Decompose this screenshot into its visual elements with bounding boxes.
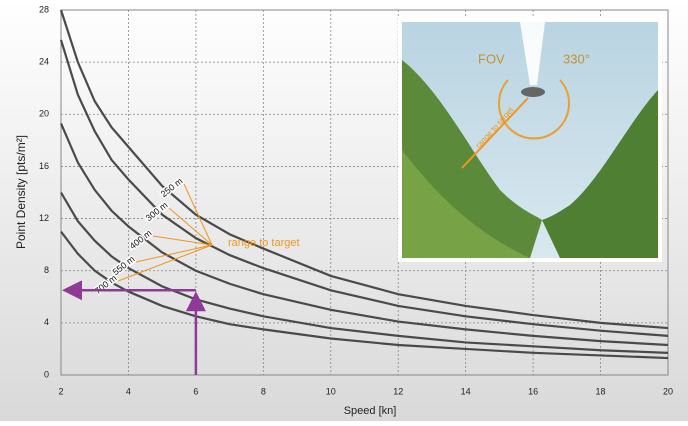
y-tick-label: 24	[39, 57, 49, 67]
leader-line	[117, 244, 213, 282]
x-tick-label: 10	[326, 386, 336, 396]
x-axis-label: Speed [kn]	[344, 405, 397, 417]
inset-slope	[402, 150, 530, 258]
x-tick-label: 18	[596, 386, 606, 396]
y-tick-label: 8	[44, 265, 49, 275]
series-line	[60, 230, 669, 360]
inset-fov-arc	[498, 79, 570, 140]
annotation: range to target	[228, 237, 300, 249]
inset-beam	[520, 22, 545, 85]
inset-fov: FOV	[478, 51, 505, 66]
y-tick-label: 0	[44, 369, 49, 379]
x-tick-label: 12	[393, 386, 403, 396]
inset-photo: FOV 330° range to target	[398, 18, 662, 262]
x-tick-label: 14	[461, 386, 471, 396]
inset-mountain-right	[542, 90, 658, 258]
inset-range-line	[461, 97, 529, 169]
y-tick-label: 12	[39, 213, 49, 223]
y-tick-label: 28	[39, 4, 49, 14]
x-tick-label: 20	[663, 386, 673, 396]
y-tick-label: 16	[39, 161, 49, 171]
series-line	[59, 39, 669, 337]
leader-line	[168, 207, 213, 246]
series-line	[59, 122, 669, 347]
x-tick-label: 6	[193, 386, 198, 396]
x-tick-label: 8	[261, 386, 266, 396]
leader-line	[152, 235, 213, 246]
inset-angle: 330°	[563, 51, 590, 66]
x-tick-label: 2	[58, 386, 63, 396]
series-line	[60, 191, 669, 354]
y-tick-label: 20	[39, 109, 49, 119]
y-tick-label: 4	[44, 317, 49, 327]
x-tick-label: 4	[126, 386, 131, 396]
y-axis-label: Point Density [pts/m²]	[14, 135, 28, 249]
x-tick-label: 16	[528, 386, 538, 396]
series-line	[59, 9, 669, 330]
inset-drone	[521, 87, 545, 97]
leader-line	[135, 244, 213, 263]
leader-line	[183, 183, 213, 246]
